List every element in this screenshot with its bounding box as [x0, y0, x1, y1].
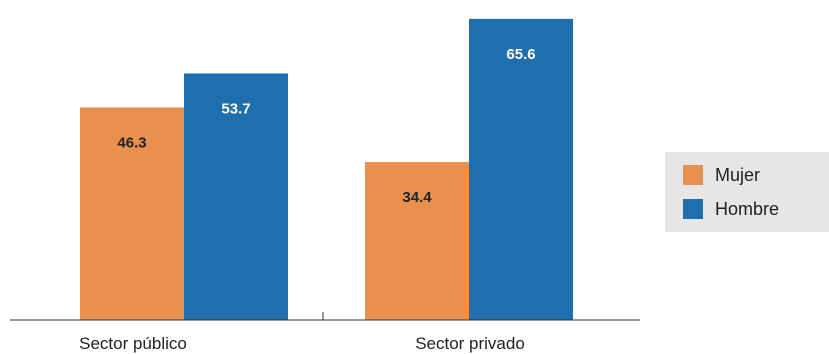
value-label-mujer-sector-publico: 46.3	[117, 134, 146, 151]
legend: Mujer Hombre	[665, 152, 829, 232]
value-label-hombre-sector-privado: 65.6	[506, 46, 535, 63]
legend-item-mujer: Mujer	[683, 165, 760, 185]
category-label-sector-publico: Sector público	[79, 334, 187, 353]
legend-label-hombre: Hombre	[715, 198, 780, 219]
legend-swatch-mujer	[683, 165, 703, 185]
category-label-sector-privado: Sector privado	[415, 334, 525, 353]
value-label-hombre-sector-publico: 53.7	[221, 100, 250, 117]
bar-mujer-sector-publico	[80, 107, 184, 320]
bar-hombre-sector-publico	[184, 73, 288, 320]
bar-hombre-sector-privado	[469, 18, 573, 320]
legend-label-mujer: Mujer	[715, 164, 761, 185]
bars-group	[80, 18, 573, 320]
bar-value-labels: 46.3 53.7 34.4 65.6	[117, 46, 535, 206]
legend-swatch-hombre	[683, 199, 703, 219]
value-label-mujer-sector-privado: 34.4	[402, 189, 432, 206]
bar-mujer-sector-privado	[365, 162, 469, 320]
legend-item-hombre: Hombre	[683, 199, 779, 219]
